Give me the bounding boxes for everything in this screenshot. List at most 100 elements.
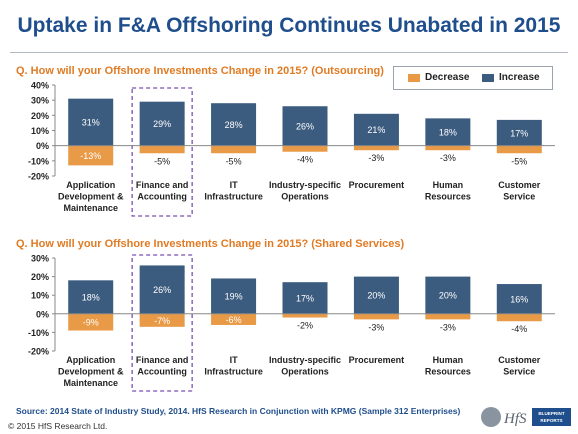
bar-increase [496, 284, 542, 314]
x-tick-label: Industry-specific [269, 355, 341, 365]
x-tick-label: IT [230, 180, 239, 190]
x-tick-label: Customer [498, 355, 541, 365]
x-tick-label: Human [433, 355, 464, 365]
y-tick-label: 30% [31, 254, 49, 264]
copyright: © 2015 HfS Research Ltd. [8, 421, 108, 431]
data-label-increase: 17% [510, 128, 528, 138]
data-label-decrease: -4% [511, 324, 527, 334]
x-tick-label: Resources [425, 367, 471, 377]
x-tick-label: Human [433, 180, 464, 190]
x-tick-label: Maintenance [63, 378, 118, 388]
x-tick-label: Application [66, 180, 115, 190]
x-tick-label: Infrastructure [204, 367, 263, 377]
data-label-decrease: -5% [154, 156, 170, 166]
bar-increase [211, 278, 257, 314]
bar-decrease [282, 313, 328, 318]
bar-increase [353, 113, 399, 146]
x-tick-label: Maintenance [63, 203, 118, 213]
bar-increase [68, 98, 114, 146]
y-tick-label: 0% [36, 141, 49, 151]
bar-increase [425, 276, 471, 314]
data-label-increase: 26% [153, 285, 171, 295]
bar-decrease [496, 145, 542, 154]
legend-increase-label: Increase [499, 72, 540, 83]
bar-decrease [68, 313, 114, 331]
logo-badge-line-2: REPORTS [540, 418, 562, 423]
bar-increase [282, 106, 328, 146]
x-tick-label: IT [230, 355, 239, 365]
data-label-increase: 31% [82, 118, 100, 128]
data-label-decrease: -3% [368, 153, 384, 163]
x-tick-label: Resources [425, 192, 471, 202]
data-label-increase: 16% [510, 294, 528, 304]
data-label-decrease: -5% [511, 156, 527, 166]
y-tick-label: 20% [31, 272, 49, 282]
data-label-increase: 20% [439, 291, 457, 301]
bar-decrease [139, 313, 185, 327]
x-tick-label: Customer [498, 180, 541, 190]
chart-2-title: Q. How will your Offshore Investments Ch… [16, 238, 405, 250]
data-label-decrease: -5% [226, 156, 242, 166]
bar-increase [211, 103, 257, 146]
legend-decrease-swatch [408, 74, 420, 82]
bar-decrease [282, 145, 328, 152]
data-label-increase: 21% [367, 125, 385, 135]
source-note: Source: 2014 State of Industry Study, 20… [16, 406, 461, 416]
x-tick-label: Infrastructure [204, 192, 263, 202]
y-tick-label: 30% [31, 96, 49, 106]
data-label-increase: 19% [225, 292, 243, 302]
x-tick-label: Application [66, 355, 115, 365]
x-tick-label: Operations [281, 192, 329, 202]
x-tick-label: Procurement [349, 180, 405, 190]
chart-1-title: Q. How will your Offshore Investments Ch… [16, 65, 384, 77]
data-label-increase: 18% [439, 128, 457, 138]
data-label-decrease: -13% [80, 151, 101, 161]
data-label-decrease: -3% [368, 322, 384, 332]
data-label-decrease: -3% [440, 322, 456, 332]
data-label-increase: 26% [296, 121, 314, 131]
bar-decrease [353, 313, 399, 320]
bar-decrease [496, 313, 542, 322]
chart-shared-services: -20% -10% 0% 10% 20% 30% 18% -9% Application Deve… [28, 254, 555, 392]
y-tick-label: -10% [28, 156, 49, 166]
bar-decrease [353, 145, 399, 151]
data-label-increase: 18% [82, 293, 100, 303]
x-tick-label: Industry-specific [269, 180, 341, 190]
data-label-increase: 28% [225, 120, 243, 130]
legend-increase-swatch [482, 74, 494, 82]
x-tick-label: Service [503, 367, 535, 377]
x-tick-label: Finance and [136, 180, 189, 190]
bar-decrease [211, 313, 257, 325]
y-tick-label: 10% [31, 291, 49, 301]
data-label-decrease: -3% [440, 153, 456, 163]
bar-increase [353, 276, 399, 314]
y-tick-label: 0% [36, 309, 49, 319]
logo-badge-line-1: BLUEPRINT [538, 411, 564, 416]
bar-increase [68, 280, 114, 314]
x-tick-label: Operations [281, 367, 329, 377]
bar-increase [139, 101, 185, 146]
chart-outsourcing: -20% -10% 0% 10% 20% 30% 40% 31% -13% Application… [28, 81, 555, 217]
y-tick-label: 40% [31, 81, 49, 91]
x-tick-label: Service [503, 192, 535, 202]
x-tick-label: Finance and [136, 355, 189, 365]
bar-increase [139, 265, 185, 314]
bar-increase [282, 282, 328, 314]
bar-increase [496, 119, 542, 146]
hfs-logo: HfS BLUEPRINT REPORTS [481, 407, 571, 427]
legend: Decrease Increase [393, 66, 553, 90]
data-label-increase: 29% [153, 119, 171, 129]
x-tick-label: Accounting [137, 192, 187, 202]
bar-increase [425, 118, 471, 146]
x-tick-label: Development & [58, 192, 124, 202]
legend-decrease-label: Decrease [425, 72, 470, 83]
highlight-box [131, 87, 193, 217]
title-divider [10, 52, 568, 53]
page-title: Uptake in F&A Offshoring Continues Unaba… [17, 14, 561, 37]
highlight-box [131, 254, 193, 392]
y-tick-label: -20% [28, 172, 49, 182]
logo-badge [532, 408, 571, 426]
bar-decrease [425, 313, 471, 320]
x-tick-label: Development & [58, 367, 124, 377]
bar-decrease [211, 145, 257, 154]
